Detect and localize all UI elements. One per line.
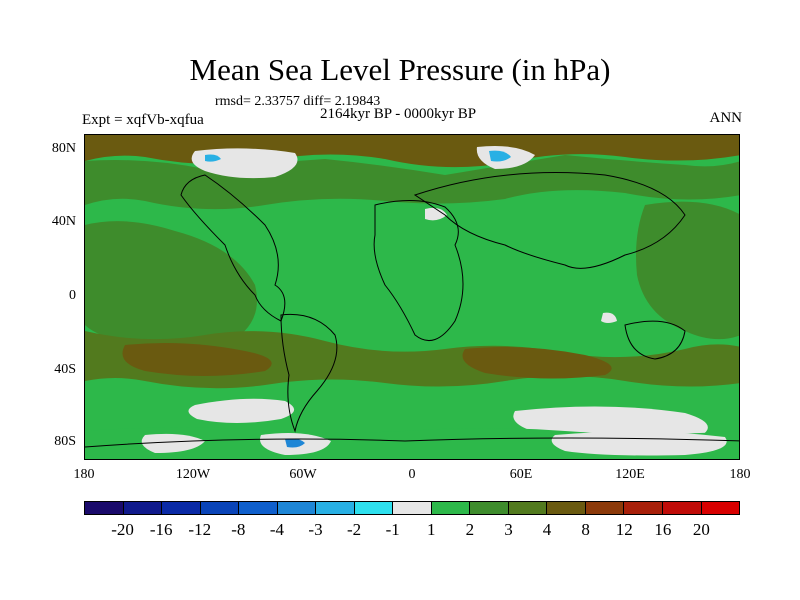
colorbar-label: 3 [504,520,513,539]
antarctic-white-3 [551,431,727,456]
colorbar-label: -1 [385,520,400,539]
colorbar-label: -2 [347,520,362,539]
colorbar-swatch [354,502,394,514]
lat-label-0: 0 [69,288,76,303]
colorbar-swatch [200,502,240,514]
colorbar-swatch [277,502,317,514]
pacific-olive [85,221,257,351]
lat-label-80n: 80N [51,141,76,156]
south-pacific-brown [122,343,272,376]
colorbar-label: 12 [615,520,633,539]
colorbar [84,501,740,515]
map-svg [85,135,739,459]
lon-label-180w: 180 [73,467,95,482]
colorbar-swatch [470,502,509,514]
colorbar-label: 2 [465,520,475,539]
colorbar-label: -8 [231,520,246,539]
lon-label-60e: 60E [509,467,533,482]
chart-title: Mean Sea Level Pressure (in hPa) [189,52,611,87]
antarctic-blue [285,438,305,448]
lat-label-40s: 40S [54,362,76,377]
colorbar-label: 1 [427,520,436,539]
colorbar-swatch [585,502,625,514]
colorbar-swatch [662,502,702,514]
colorbar-label: -12 [188,520,212,539]
colorbar-swatch [239,502,278,514]
colorbar-label: -20 [111,520,134,539]
colorbar-swatch [393,502,432,514]
lon-label-0: 0 [408,467,416,482]
colorbar-swatch [624,502,663,514]
colorbar-swatch [123,502,163,514]
europe-white [425,207,447,221]
colorbar-label: -3 [308,520,323,539]
colorbar-swatch [85,502,124,514]
antarctic-white-1 [141,433,205,453]
colorbar-swatch [508,502,548,514]
lat-label-40n: 40N [51,214,76,229]
greenland-white [191,148,298,179]
rmsd-diff-stats: rmsd= 2.33757 diff= 2.19843 [215,94,381,109]
colorbar-label: 4 [542,520,552,539]
colorbar-swatch [701,502,740,514]
coastlines [85,172,739,448]
colorbar-label: 8 [581,520,590,539]
siberia-cyan [489,150,511,162]
east-pacific-olive [636,201,739,340]
colorbar-label: -4 [269,520,285,539]
colorbar-swatch [431,502,471,514]
indian-ocean-brown [462,347,612,379]
colorbar-swatch [316,502,355,514]
period-label: 2164kyr BP - 0000kyr BP [320,106,477,122]
lon-label-60w: 60W [289,467,317,482]
pressure-anomaly-map [84,134,740,460]
colorbar-swatch [162,502,201,514]
experiment-label: Expt = xqfVb-xqfua [82,112,204,128]
colorbar-label: 20 [692,520,710,539]
greenland-cyan [205,154,221,162]
lon-label-180e: 180 [729,467,751,482]
lon-label-120w: 120W [175,467,211,482]
colorbar-label: -16 [149,520,173,539]
lon-label-120e: 120E [615,467,645,482]
southern-ocean-white-1 [188,398,295,423]
colorbar-swatch [547,502,586,514]
colorbar-label: 16 [654,520,672,539]
lat-label-80s: 80S [54,434,76,449]
season-label: ANN [709,110,743,126]
indian-white [601,312,617,323]
